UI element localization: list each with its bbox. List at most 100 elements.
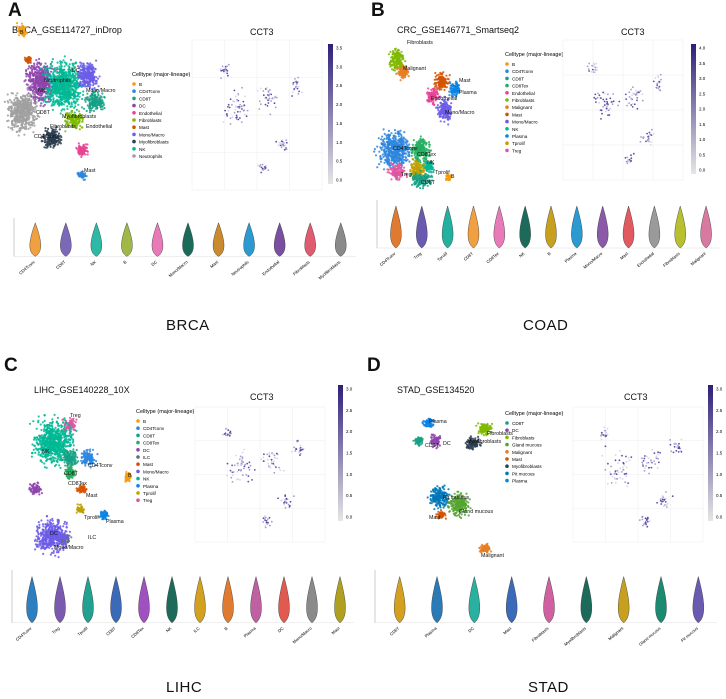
umap-point [30,105,33,108]
umap-point [85,80,88,83]
umap-point [22,109,25,112]
umap-point [404,156,408,159]
umap-point [77,147,80,150]
umap-point [457,89,461,92]
legend-item: NK [139,147,146,152]
umap-point [86,77,89,80]
legend-item: Mono/Macro [139,132,165,137]
umap-point [60,60,63,64]
umap-point [396,150,399,153]
umap-point [422,152,425,155]
umap-point [73,62,76,65]
umap-point [19,113,23,116]
umap-point [24,31,27,34]
umap-point [34,108,37,111]
umap-point [29,66,32,69]
umap-point [419,135,422,138]
umap-point [412,170,415,173]
umap-point [404,73,407,76]
umap-point [398,140,401,144]
umap-point [445,86,448,89]
umap-point [409,168,412,171]
umap-point [46,92,49,95]
legend-item: Endothelial [512,91,535,96]
umap-point [66,86,69,89]
umap-point [84,73,87,76]
umap-point [393,159,396,162]
umap-label: NK [38,88,46,94]
feature-point [234,95,237,98]
umap-point [424,152,427,155]
umap-point [10,112,13,115]
feature-point [227,109,230,112]
legend-swatch [132,89,136,93]
umap-point [442,71,445,74]
feature-point [284,144,287,147]
umap-point [440,106,443,109]
umap-point [32,131,35,134]
umap-point [415,169,418,173]
umap-point [29,102,32,105]
umap-point [26,61,29,64]
umap-point [395,72,398,75]
feature-point [294,81,296,83]
umap-point [389,168,392,171]
umap-point [29,74,32,77]
violin-shape [90,222,102,257]
umap-point [434,78,437,81]
feature-point [295,81,298,83]
umap-point [38,111,42,114]
umap-point [444,104,447,107]
umap-point [63,61,66,64]
umap-point [68,77,72,80]
legend-item: CD8T [139,96,151,101]
umap-point [18,110,21,113]
feature-point [225,113,228,116]
feature-point [229,98,232,100]
umap-point [448,178,451,181]
umap-point [389,141,392,144]
umap-point [51,87,54,90]
umap-point [437,81,440,84]
umap-label: Endothelial [86,124,112,130]
umap-point [441,75,444,78]
umap-point [421,187,425,190]
umap-point [385,134,388,137]
umap-point [451,83,454,86]
umap-point [407,75,410,78]
umap-point [21,114,24,117]
umap-point [438,106,441,109]
umap-point [422,169,425,172]
umap-point [50,127,53,130]
feature-point [236,110,239,113]
umap-point [44,73,47,76]
umap-point [65,100,68,103]
umap-point [49,77,52,80]
feature-point [258,165,261,168]
umap-point [27,121,30,124]
umap-point [29,87,32,90]
umap-point [433,103,436,106]
umap-point [58,104,61,107]
umap-point [419,186,422,190]
umap-point [448,94,451,97]
umap-point [33,62,36,65]
umap-point [23,114,26,117]
umap-point [41,140,44,143]
umap-point [415,176,418,179]
feature-point [297,85,300,88]
umap-point [16,114,19,117]
umap-point [439,95,442,98]
feature-point [292,81,295,84]
umap-point [14,122,17,125]
umap-point [438,86,441,89]
umap-point [88,75,92,78]
colorbar-tick: 3.5 [336,46,343,51]
umap-point [395,157,398,160]
umap-point [78,149,81,152]
umap-point [443,95,446,98]
umap-label: CD8T [421,180,436,186]
umap-point [101,108,104,111]
umap-point [44,67,47,70]
